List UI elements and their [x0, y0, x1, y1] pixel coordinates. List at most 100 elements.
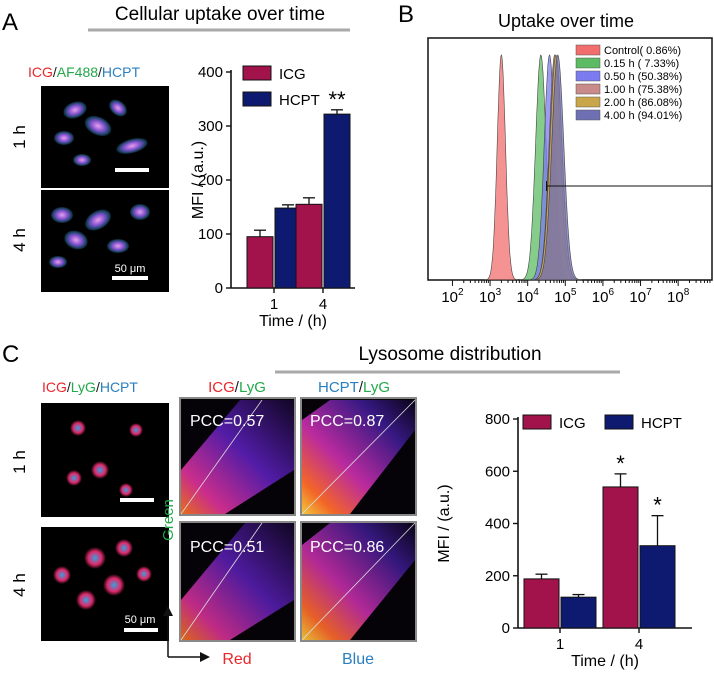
x-tick-label: 104	[517, 287, 540, 306]
legend-swatch	[604, 414, 634, 430]
y-tick-label: 400	[198, 64, 223, 81]
stain-af488: AF488	[57, 64, 98, 80]
legend-label: 4.00 h (94.01%)	[604, 110, 682, 122]
stain-sep: /	[53, 64, 57, 80]
bar	[560, 596, 597, 629]
legend-swatch	[575, 44, 601, 56]
legend-swatch	[575, 109, 601, 121]
bar	[523, 578, 560, 629]
legend-label: 0.50 h (50.38%)	[604, 71, 682, 83]
significance-mark: **	[328, 87, 346, 112]
y-tick-label: 200	[485, 568, 510, 585]
legend-label: ICG	[279, 66, 306, 83]
pcc-value: PCC=0.87	[310, 413, 384, 430]
y-axis-label: MFI / (a.u.)	[436, 484, 453, 562]
axis-label-blue: Blue	[342, 651, 374, 668]
legend-swatch	[242, 65, 272, 81]
x-axis-label: Time / (h)	[571, 653, 639, 670]
x-tick-label: 1	[270, 296, 278, 313]
significance-mark: *	[653, 493, 662, 518]
stain-sep: /	[359, 379, 364, 396]
legend-swatch	[575, 57, 601, 69]
y-tick-label: 100	[198, 226, 223, 243]
stain-sep: /	[67, 379, 71, 395]
axis-arrows	[163, 606, 210, 662]
stain-hcpt: HCPT	[318, 379, 359, 396]
x-tick-label: 1	[556, 636, 564, 653]
legend-label: 2.00 h (86.08%)	[604, 97, 682, 109]
coloc-heading-hcpt-lyg: HCPT/LyG	[318, 379, 390, 396]
legend-label: HCPT	[641, 415, 682, 432]
stain-icg: ICG	[208, 379, 235, 396]
x-axis-label: Time / (h)	[259, 313, 327, 330]
bar	[639, 545, 676, 629]
pcc-value: PCC=0.57	[190, 413, 264, 430]
pcc-value: PCC=0.51	[190, 539, 264, 556]
stain-lyg: LyG	[71, 379, 96, 395]
scale-bar-label: 50 μm	[125, 614, 156, 626]
panel-b: B Uptake over time 102 103 104 105 106 107 108…	[398, 1, 713, 306]
coloc-scatter-icg-1h: PCC=0.57	[179, 397, 296, 516]
row-label-4h: 4 h	[10, 228, 29, 252]
coloc-scatter-icg-4h: PCC=0.51	[179, 521, 296, 642]
bar-chart-a: 0 100 200 300 400 1 4 ** Time / (h) MFI / (a.u.) I…	[190, 64, 355, 330]
bar	[602, 486, 639, 629]
micrograph-a-4h: 50 μm	[41, 190, 169, 292]
y-tick-label: 0	[215, 280, 223, 297]
y-tick-label: 400	[485, 516, 510, 533]
legend-swatch	[575, 83, 601, 95]
panel-c-letter: C	[2, 341, 19, 368]
row-label-4h: 4 h	[10, 573, 29, 597]
y-tick-label: 600	[485, 463, 510, 480]
y-tick-label: 800	[485, 411, 510, 428]
panel-c: C Lysosome distribution ICG/LyG/HCPT 50 …	[2, 341, 692, 670]
stain-lyg: LyG	[239, 379, 266, 396]
x-tick-label: 108	[667, 287, 690, 306]
panel-b-letter: B	[398, 1, 414, 28]
legend-label: ICG	[559, 415, 586, 432]
bar-chart-c: 0 200 400 600 800 1 4 * * Time / (h) MFI / (a.u.) I…	[436, 411, 692, 670]
legend-swatch	[575, 70, 601, 82]
x-tick-label: 4	[319, 296, 327, 313]
x-tick-label: 102	[441, 287, 464, 306]
flow-histogram: 102 103 104 105 106 107 108 Control( 0.86%)0.15…	[427, 37, 713, 306]
micrograph-c-1h	[41, 403, 169, 517]
coloc-scatter-hcpt-4h: PCC=0.86	[300, 521, 417, 642]
stain-lyg: LyG	[363, 379, 390, 396]
legend-label: Control( 0.86%)	[604, 45, 681, 57]
x-tick-label: 103	[479, 287, 502, 306]
legend-label: 1.00 h (75.38%)	[604, 84, 682, 96]
scale-bar-label: 50 μm	[115, 263, 146, 275]
x-tick-label: 107	[629, 287, 652, 306]
bar	[246, 236, 274, 289]
panel-a: A Cellular uptake over time ICG/AF488/HC…	[2, 4, 355, 330]
row-label-1h: 1 h	[10, 125, 29, 149]
panel-b-title: Uptake over time	[498, 11, 634, 31]
panel-c-stain-label: ICG/LyG/HCPT	[42, 379, 138, 395]
bar	[295, 203, 323, 289]
micrograph-a-1h	[41, 86, 169, 188]
pcc-value: PCC=0.86	[310, 539, 384, 556]
stain-icg: ICG	[42, 379, 67, 395]
coloc-scatter-hcpt-1h: PCC=0.87	[300, 397, 417, 516]
panel-a-title: Cellular uptake over time	[115, 4, 325, 25]
micrograph-c-4h: 50 μm	[41, 527, 169, 641]
stain-sep: /	[98, 64, 102, 80]
y-tick-label: 0	[502, 620, 510, 637]
x-tick-label: 4	[635, 636, 643, 653]
stain-hcpt: HCPT	[102, 64, 141, 80]
significance-mark: *	[616, 451, 625, 476]
legend-label: 0.15 h ( 7.33%)	[604, 58, 679, 70]
panel-c-title: Lysosome distribution	[358, 344, 541, 365]
axis-label-red: Red	[222, 651, 251, 668]
x-tick-label: 105	[554, 287, 577, 306]
stain-icg: ICG	[28, 64, 53, 80]
legend-label: HCPT	[279, 92, 320, 109]
histogram-peak	[484, 54, 518, 281]
stain-sep: /	[235, 379, 240, 396]
legend-swatch	[522, 414, 552, 430]
coloc-heading-icg-lyg: ICG/LyG	[208, 379, 266, 396]
histogram-peak	[533, 54, 582, 281]
axis-label-green: Green	[160, 499, 177, 541]
panel-a-letter: A	[2, 9, 18, 36]
